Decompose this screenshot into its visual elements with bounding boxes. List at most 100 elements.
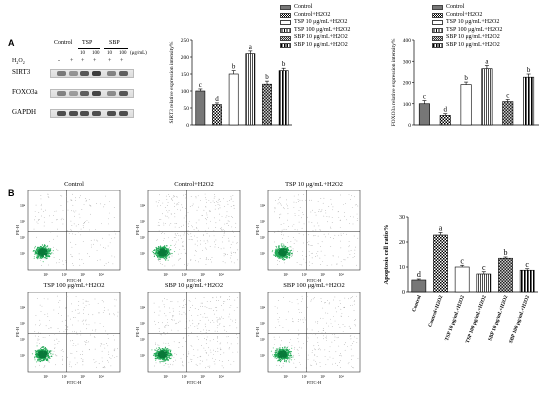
event-dot <box>48 320 50 321</box>
event-dot <box>164 256 166 258</box>
event-dot <box>47 249 49 251</box>
event-dot <box>291 347 293 349</box>
event-dot <box>158 246 160 248</box>
event-dot <box>328 233 329 235</box>
event-dot <box>320 301 322 302</box>
event-dot <box>206 239 208 241</box>
event-dot <box>35 351 37 354</box>
event-dot <box>40 358 42 361</box>
event-dot <box>178 202 180 203</box>
event-dot <box>354 320 356 321</box>
event-dot <box>215 359 216 361</box>
event-dot <box>348 194 350 195</box>
event-dot <box>213 230 215 231</box>
event-dot <box>54 348 55 349</box>
event-dot <box>303 317 305 319</box>
event-dot <box>204 306 206 308</box>
event-dot <box>171 329 173 331</box>
significance-letter: c <box>460 256 464 265</box>
x-tick-label: 10³ <box>200 273 206 277</box>
event-dot <box>320 198 322 199</box>
event-dot <box>101 300 103 301</box>
event-dot <box>186 318 187 319</box>
event-dot <box>315 321 316 323</box>
event-dot <box>44 314 46 315</box>
event-dot <box>354 256 356 257</box>
event-dot <box>296 299 298 300</box>
event-dot <box>175 235 177 236</box>
event-dot <box>191 205 193 207</box>
event-dot <box>72 263 73 264</box>
event-dot <box>285 359 287 362</box>
event-dot <box>334 340 336 341</box>
event-dot <box>233 205 235 207</box>
event-dot <box>177 233 179 235</box>
event-dot <box>76 351 78 352</box>
event-dot <box>301 312 302 313</box>
event-dot <box>231 261 233 263</box>
event-dot <box>179 249 180 250</box>
event-dot <box>179 235 181 237</box>
event-dot <box>311 364 313 366</box>
event-dot <box>213 202 215 203</box>
event-dot <box>200 200 201 202</box>
event-dot <box>281 247 283 249</box>
event-dot <box>216 296 217 298</box>
event-dot <box>174 353 176 355</box>
event-dot <box>354 249 356 251</box>
bar <box>418 103 430 126</box>
event-dot <box>274 241 275 243</box>
x-tick-label: 10¹ <box>283 273 288 277</box>
event-dot <box>289 342 290 343</box>
event-dot <box>213 361 215 362</box>
event-dot <box>293 321 294 323</box>
event-dot <box>44 365 46 367</box>
event-dot <box>49 249 51 251</box>
event-dot <box>310 245 312 246</box>
event-dot <box>271 250 273 253</box>
event-dot <box>165 251 167 253</box>
event-dot <box>39 354 41 356</box>
event-dot <box>157 224 159 226</box>
event-dot <box>216 330 218 332</box>
event-dot <box>298 209 300 211</box>
event-dot <box>48 335 50 336</box>
event-dot <box>223 253 225 255</box>
event-dot <box>84 341 86 342</box>
event-dot <box>202 360 203 362</box>
event-dot <box>161 251 164 253</box>
event-dot <box>352 343 353 344</box>
event-dot <box>156 256 159 258</box>
event-dot <box>154 248 156 251</box>
event-dot <box>228 216 230 217</box>
event-dot <box>283 249 286 251</box>
event-dot <box>208 210 210 212</box>
event-dot <box>205 256 207 258</box>
event-dot <box>284 255 286 257</box>
event-dot <box>155 347 158 349</box>
event-dot <box>217 204 219 205</box>
event-dot <box>45 248 47 250</box>
event-dot <box>159 350 161 352</box>
event-dot <box>190 325 191 327</box>
event-dot <box>200 305 201 307</box>
event-dot <box>71 310 73 312</box>
event-dot <box>294 359 296 360</box>
event-dot <box>47 354 50 357</box>
x-category-label: TSP 100 μg/mL+H2O2 <box>465 294 488 344</box>
event-dot <box>54 347 56 349</box>
event-dot <box>159 361 161 363</box>
event-dot <box>299 207 301 208</box>
event-dot <box>226 200 228 202</box>
event-dot <box>157 250 159 252</box>
event-dot <box>164 223 166 224</box>
event-dot <box>160 262 161 264</box>
event-dot <box>278 251 280 253</box>
event-dot <box>289 350 291 352</box>
event-dot <box>329 356 331 358</box>
y-tick-label: 10⁴ <box>140 306 146 310</box>
event-dot <box>323 335 324 337</box>
event-dot <box>40 354 42 356</box>
event-dot <box>34 335 36 337</box>
